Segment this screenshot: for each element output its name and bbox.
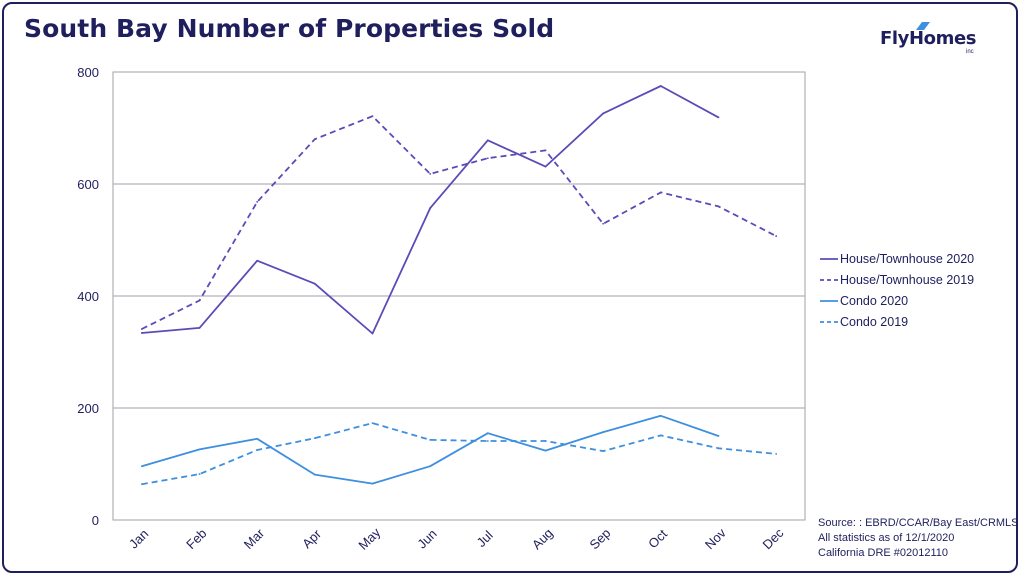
x-tick-label: Jan xyxy=(126,526,151,551)
data-point xyxy=(371,482,374,485)
y-tick-label: 200 xyxy=(77,401,99,416)
data-point xyxy=(371,422,374,425)
data-point xyxy=(486,432,489,435)
logo-sub: inc xyxy=(966,49,974,55)
data-point xyxy=(544,165,547,168)
chart-legend: House/Townhouse 2020 House/Townhouse 201… xyxy=(820,252,1020,336)
data-point xyxy=(198,448,201,451)
data-point xyxy=(429,465,432,468)
data-point xyxy=(140,332,143,334)
x-tick-label: Apr xyxy=(299,526,324,551)
data-point xyxy=(602,112,605,115)
data-point xyxy=(659,434,662,437)
data-point xyxy=(659,414,662,417)
x-tick-label: Dec xyxy=(760,525,787,552)
data-point xyxy=(717,205,720,208)
legend-swatch xyxy=(820,279,838,281)
y-tick-label: 0 xyxy=(92,513,99,528)
data-point xyxy=(659,191,662,194)
chart-frame xyxy=(2,2,1018,573)
data-point xyxy=(717,435,720,437)
data-point xyxy=(256,259,259,262)
data-point xyxy=(602,431,605,433)
series-line xyxy=(141,422,777,486)
data-point xyxy=(544,440,547,442)
data-point xyxy=(717,447,720,450)
legend-swatch xyxy=(820,258,838,260)
x-tick-label: Oct xyxy=(645,526,670,551)
data-point xyxy=(429,173,432,175)
data-point xyxy=(313,473,316,476)
logo-flag-icon xyxy=(916,22,930,30)
x-tick-label: Mar xyxy=(241,525,268,552)
x-tick-label: May xyxy=(355,524,383,552)
data-point xyxy=(256,201,259,203)
legend-label: House/Townhouse 2020 xyxy=(840,252,975,266)
data-point xyxy=(659,85,662,87)
data-point xyxy=(429,207,432,209)
data-point xyxy=(140,465,143,468)
data-point xyxy=(140,483,143,486)
y-tick-label: 400 xyxy=(77,289,99,304)
x-tick-label: Aug xyxy=(529,525,556,552)
legend-label: Condo 2020 xyxy=(840,294,909,308)
source-line: All statistics as of 12/1/2020 xyxy=(818,532,955,544)
legend-item: House/Townhouse 2020 xyxy=(820,252,1020,273)
data-point xyxy=(256,449,259,451)
data-point xyxy=(486,440,489,442)
data-point xyxy=(544,449,547,452)
x-tick-label: Sep xyxy=(586,525,613,552)
series-line xyxy=(141,414,719,485)
data-point xyxy=(313,138,316,141)
data-point xyxy=(429,439,432,441)
data-point xyxy=(313,282,316,285)
data-point xyxy=(198,299,201,302)
data-point xyxy=(256,437,259,440)
data-point xyxy=(602,222,605,225)
legend-swatch xyxy=(820,300,838,302)
y-tick-label: 800 xyxy=(77,65,99,80)
data-point xyxy=(198,473,201,475)
x-tick-label: Jun xyxy=(414,526,439,551)
legend-label: Condo 2019 xyxy=(840,315,909,329)
data-point xyxy=(602,450,605,453)
source-line: Source: : EBRD/CCAR/Bay East/CRMLS xyxy=(818,517,1019,529)
legend-item: Condo 2020 xyxy=(820,294,1020,315)
plot-area xyxy=(112,71,806,521)
data-point xyxy=(775,453,778,455)
legend-swatch xyxy=(820,321,838,323)
series-line xyxy=(141,115,777,330)
data-point xyxy=(198,327,201,329)
legend-label: House/Townhouse 2019 xyxy=(840,273,975,287)
chart-title: South Bay Number of Properties Sold xyxy=(24,14,555,43)
source-note: Source: : EBRD/CCAR/Bay East/CRMLS All s… xyxy=(818,516,1019,561)
data-point xyxy=(371,115,374,118)
data-point xyxy=(486,139,489,142)
data-point xyxy=(717,116,720,119)
data-point xyxy=(371,332,374,335)
x-tick-label: Jul xyxy=(473,528,495,550)
y-tick-label: 600 xyxy=(77,177,99,192)
flyhomes-logo: FlyHomes inc xyxy=(880,22,990,55)
legend-item: Condo 2019 xyxy=(820,315,1020,336)
logo-text: FlyHomes xyxy=(880,28,977,49)
data-point xyxy=(544,149,547,152)
x-tick-label: Nov xyxy=(702,525,729,552)
data-point xyxy=(313,437,316,440)
source-line: California DRE #02012110 xyxy=(818,547,949,559)
data-point xyxy=(140,328,143,330)
data-point xyxy=(486,157,489,160)
x-tick-label: Feb xyxy=(183,526,209,552)
legend-item: House/Townhouse 2019 xyxy=(820,273,1020,294)
data-point xyxy=(775,235,778,237)
